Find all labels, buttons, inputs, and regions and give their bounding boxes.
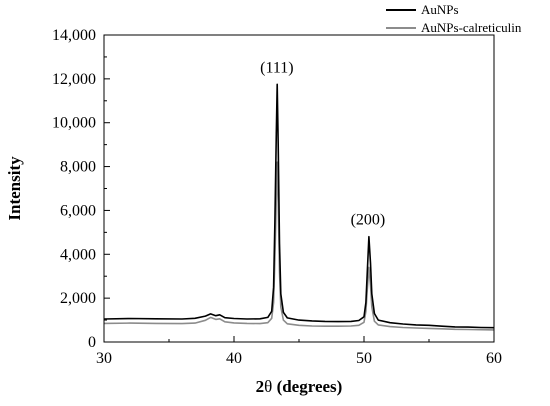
tick-labels: 30 40 50 60 0 2,000 4,000 6,000 8,000 10,000 12,00… [52,27,502,367]
y-tick-label: 8,000 [60,159,96,176]
peak-label: (111) [260,59,293,76]
y-axis-title: Intensity [5,156,24,221]
y-tick-label: 12,000 [52,71,96,88]
x-tick-label: 50 [356,350,372,367]
x-axis-title-rest: (degrees) [272,377,342,396]
x-tick-label: 30 [96,350,112,367]
x-axis-title-theta: θ [264,377,272,396]
y-tick-label: 10,000 [52,115,96,132]
axis-ticks [103,34,495,343]
x-tick-label: 40 [226,350,242,367]
legend: AuNPs AuNPs-calreticulin [386,2,522,35]
y-tick-label: 0 [88,334,96,351]
peak-annotations: (111) (200) [260,59,385,228]
series-lines [103,83,495,331]
x-axis-title-symbol: 2 [256,377,265,396]
legend-label-aunps: AuNPs [421,2,459,17]
x-axis-title: 2θ (degrees) [256,377,343,396]
x-tick-label: 60 [486,350,502,367]
legend-label-aunps-calreticulin: AuNPs-calreticulin [421,20,522,35]
y-tick-label: 4,000 [60,246,96,263]
y-tick-label: 14,000 [52,27,96,44]
series-line-aunps-calreticulin [103,161,495,331]
peak-label: (200) [351,212,386,229]
plot-frame [103,34,495,343]
series-line-aunps [103,83,495,329]
y-tick-label: 6,000 [60,202,96,219]
y-tick-label: 2,000 [60,290,96,307]
